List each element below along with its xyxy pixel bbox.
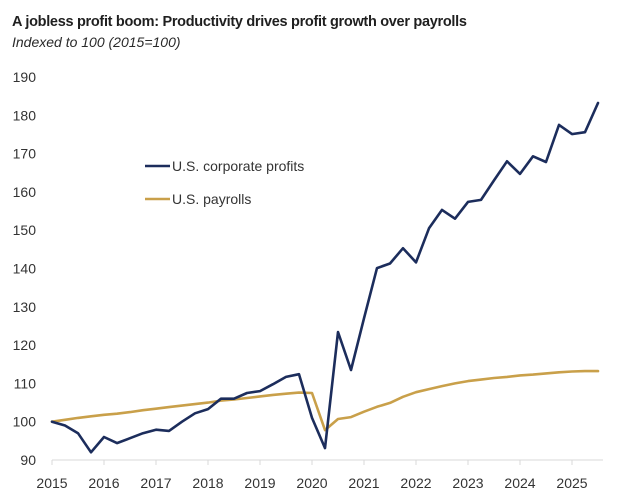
y-tick-label: 140 [13, 261, 37, 277]
x-tick-label: 2024 [504, 475, 535, 491]
x-tick-label: 2021 [348, 475, 379, 491]
series-line-payrolls [50, 369, 600, 432]
legend: U.S. corporate profits U.S. payrolls [145, 158, 304, 207]
y-tick-label: 110 [14, 375, 37, 391]
x-tick-label: 2025 [556, 475, 587, 491]
y-tick-label: 180 [13, 107, 37, 123]
x-tick-label: 2019 [244, 475, 275, 491]
x-tick-label: 2020 [296, 475, 327, 491]
y-tick-label: 90 [20, 452, 36, 468]
y-axis: 90 100 110 120 130 140 150 160 170 180 190 [13, 69, 37, 468]
y-tick-label: 190 [13, 69, 37, 85]
legend-label: U.S. corporate profits [172, 158, 304, 174]
legend-label: U.S. payrolls [172, 191, 251, 207]
series-line-corporate-profits [50, 101, 600, 454]
y-tick-label: 170 [13, 146, 37, 162]
x-axis: 2015 2016 2017 2018 2019 2020 2021 2022 2023 2024… [36, 459, 603, 491]
plot-lines [50, 101, 600, 454]
y-tick-label: 100 [13, 414, 37, 430]
y-tick-label: 160 [13, 184, 37, 200]
y-tick-label: 120 [13, 337, 37, 353]
y-tick-label: 150 [13, 222, 37, 238]
x-tick-label: 2016 [88, 475, 119, 491]
x-tick-label: 2017 [140, 475, 171, 491]
x-tick-label: 2015 [36, 475, 67, 491]
chart-title: A jobless profit boom: Productivity driv… [12, 14, 467, 30]
x-tick-label: 2022 [400, 475, 431, 491]
chart-subtitle: Indexed to 100 (2015=100) [12, 34, 181, 50]
x-tick-label: 2018 [192, 475, 223, 491]
x-tick-label: 2023 [452, 475, 483, 491]
y-tick-label: 130 [13, 299, 37, 315]
